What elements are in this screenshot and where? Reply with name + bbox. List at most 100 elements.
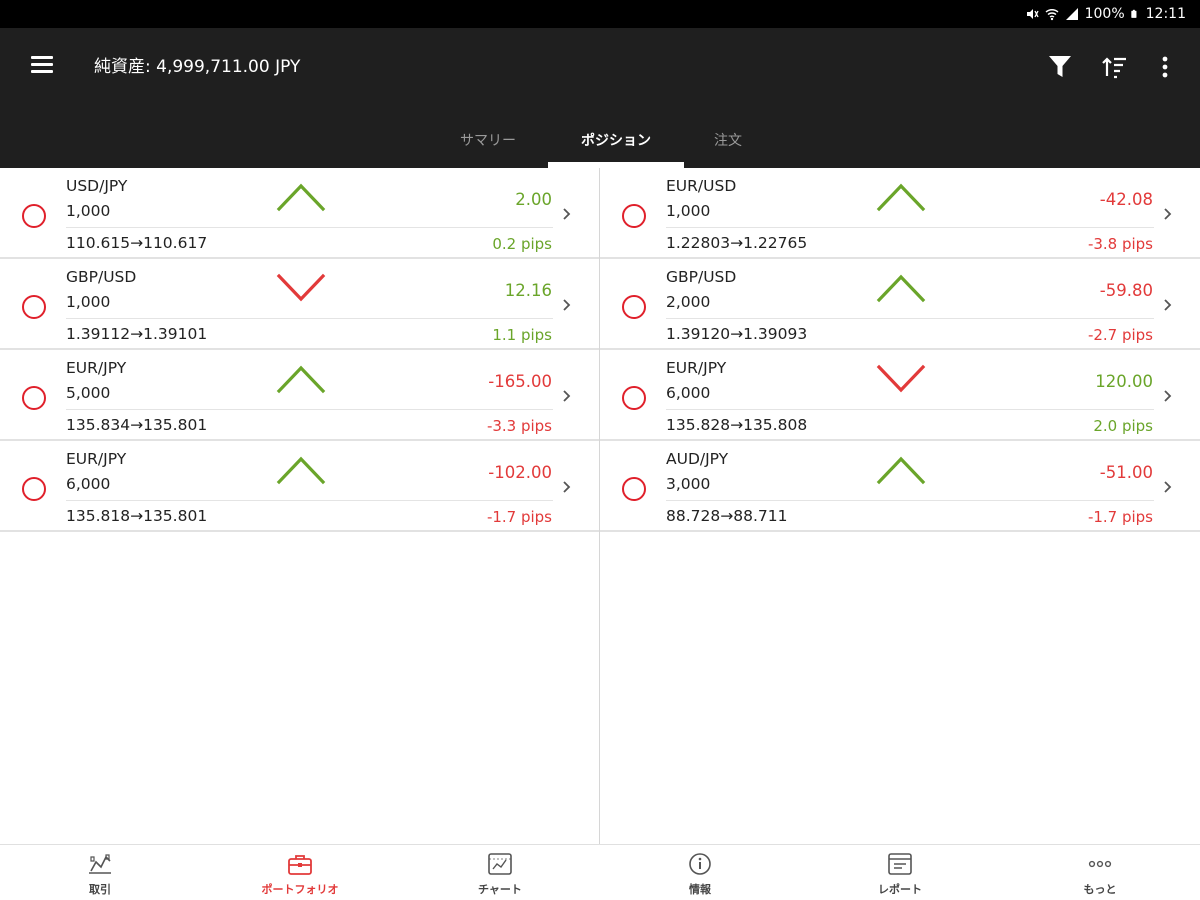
row-separator (66, 500, 553, 501)
profit-loss: 12.16 (504, 281, 552, 300)
open-position-circle-icon (622, 477, 646, 501)
chevron-right-icon (1162, 388, 1174, 404)
filter-icon (1049, 56, 1071, 77)
row-separator (66, 318, 553, 319)
row-separator (666, 500, 1154, 501)
position-row-right-4[interactable]: AUD/JPY 3,000 -51.00 88.728→88.711 -1.7 … (600, 441, 1200, 532)
position-row-right-1[interactable]: EUR/USD 1,000 -42.08 1.22803→1.22765 -3.… (600, 168, 1200, 259)
chevron-right-icon (561, 479, 573, 495)
pips-value: -1.7 pips (1087, 508, 1153, 526)
nav-report[interactable]: レポート (800, 845, 1000, 900)
rate-change: 135.828→135.808 (666, 416, 808, 434)
battery-icon (1130, 9, 1137, 18)
positions-column-left: USD/JPY 1,000 2.00 110.615→110.617 0.2 p… (0, 168, 599, 532)
sort-icon (1102, 57, 1126, 79)
pips-value: 0.2 pips (492, 235, 552, 253)
position-row-left-1[interactable]: USD/JPY 1,000 2.00 110.615→110.617 0.2 p… (0, 168, 599, 259)
battery-text: 100% (1084, 6, 1125, 22)
row-separator (66, 409, 553, 410)
rate-change: 88.728→88.711 (666, 507, 788, 525)
trend-up-icon (876, 456, 926, 485)
menu-icon-bar (31, 70, 53, 73)
nav-info[interactable]: 情報 (600, 845, 800, 900)
chevron-right-icon (1162, 479, 1174, 495)
profit-loss: -59.80 (1099, 281, 1153, 300)
nav-trade[interactable]: 取引 (0, 845, 200, 900)
row-separator (666, 318, 1154, 319)
position-quantity: 5,000 (66, 384, 111, 402)
position-row-left-4[interactable]: EUR/JPY 6,000 -102.00 135.818→135.801 -1… (0, 441, 599, 532)
trend-up-icon (276, 183, 326, 212)
profit-loss: -42.08 (1099, 190, 1153, 209)
currency-pair: AUD/JPY (666, 450, 729, 468)
position-row-right-3[interactable]: EUR/JPY 6,000 120.00 135.828→135.808 2.0… (600, 350, 1200, 441)
tab-position[interactable]: ポジション (581, 133, 651, 149)
menu-icon (31, 56, 53, 59)
bottom-navigation: 取引 ポートフォリオ チャート 情報 レポート もっと (0, 844, 1200, 900)
sort-button[interactable] (1098, 50, 1132, 84)
nav-portfolio[interactable]: ポートフォリオ (200, 845, 400, 900)
nav-label: もっと (1083, 883, 1117, 896)
nav-label: 取引 (89, 883, 111, 896)
positions-content: USD/JPY 1,000 2.00 110.615→110.617 0.2 p… (0, 168, 1200, 844)
profit-loss: -165.00 (488, 372, 552, 391)
position-quantity: 2,000 (666, 293, 711, 311)
status-icons: 100% 12:11 (1025, 0, 1186, 28)
currency-pair: GBP/USD (66, 268, 137, 286)
pips-value: 2.0 pips (1093, 417, 1153, 435)
rate-change: 135.834→135.801 (66, 416, 208, 434)
pips-value: -3.3 pips (486, 417, 552, 435)
nav-label: レポート (878, 883, 922, 896)
chevron-right-icon (1162, 206, 1174, 222)
currency-pair: EUR/USD (666, 177, 737, 195)
position-quantity: 3,000 (666, 475, 711, 493)
trend-up-icon (276, 456, 326, 485)
nav-more-horiz[interactable]: もっと (1000, 845, 1200, 900)
open-position-circle-icon (622, 295, 646, 319)
pips-value: -1.7 pips (486, 508, 552, 526)
trend-down-icon (276, 273, 326, 302)
more-options-button[interactable] (1148, 50, 1182, 84)
tab-summary[interactable]: サマリー (460, 133, 516, 149)
trend-up-icon (876, 274, 926, 303)
rate-change: 1.39112→1.39101 (66, 325, 208, 343)
position-quantity: 1,000 (666, 202, 711, 220)
nav-chart[interactable]: チャート (400, 845, 600, 900)
profit-loss: -102.00 (488, 463, 552, 482)
position-quantity: 6,000 (666, 384, 711, 402)
position-row-left-3[interactable]: EUR/JPY 5,000 -165.00 135.834→135.801 -3… (0, 350, 599, 441)
pips-value: -2.7 pips (1087, 326, 1153, 344)
chevron-right-icon (561, 297, 573, 313)
clock: 12:11 (1145, 6, 1186, 22)
pips-value: 1.1 pips (492, 326, 552, 344)
chevron-right-icon (561, 388, 573, 404)
currency-pair: USD/JPY (66, 177, 128, 195)
row-separator (666, 227, 1154, 228)
signal-icon (1065, 8, 1078, 20)
position-row-left-2[interactable]: GBP/USD 1,000 12.16 1.39112→1.39101 1.1 … (0, 259, 599, 350)
position-quantity: 1,000 (66, 202, 111, 220)
column-divider (599, 168, 600, 844)
open-position-circle-icon (22, 295, 46, 319)
position-quantity: 1,000 (66, 293, 111, 311)
menu-button[interactable] (28, 52, 60, 84)
pips-value: -3.8 pips (1087, 235, 1153, 253)
chevron-right-icon (561, 206, 573, 222)
trend-down-icon (876, 364, 926, 393)
tab-orders[interactable]: 注文 (714, 133, 742, 149)
filter-button[interactable] (1043, 50, 1077, 84)
open-position-circle-icon (622, 204, 646, 228)
info-icon (689, 853, 711, 875)
open-position-circle-icon (622, 386, 646, 410)
position-row-right-2[interactable]: GBP/USD 2,000 -59.80 1.39120→1.39093 -2.… (600, 259, 1200, 350)
mute-icon (1026, 9, 1039, 19)
active-tab-indicator (548, 162, 684, 168)
rate-change: 135.818→135.801 (66, 507, 208, 525)
open-position-circle-icon (22, 204, 46, 228)
more-vert-icon (1162, 56, 1168, 78)
status-bar: 100% 12:11 (0, 0, 1200, 28)
rate-change: 1.22803→1.22765 (666, 234, 808, 252)
chevron-right-icon (1162, 297, 1174, 313)
positions-column-right: EUR/USD 1,000 -42.08 1.22803→1.22765 -3.… (600, 168, 1200, 532)
trade-icon (89, 854, 111, 874)
